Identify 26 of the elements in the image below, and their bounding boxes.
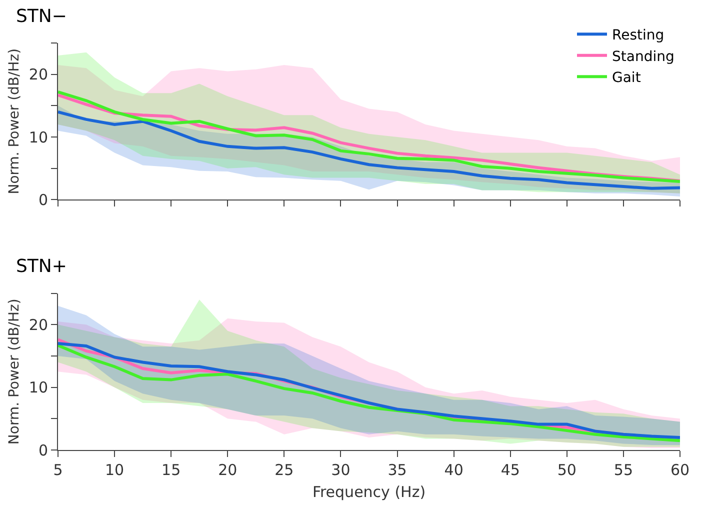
x-tick-label: 45 xyxy=(500,461,520,479)
legend-label: Gait xyxy=(612,70,642,86)
y-tick-label: 10 xyxy=(28,128,48,146)
legend-label: Resting xyxy=(612,28,664,44)
y-tick-label: 20 xyxy=(28,66,48,84)
y-axis-title: Norm. Power (dB/Hz) xyxy=(6,298,23,445)
x-tick-label: 20 xyxy=(218,461,238,479)
y-tick-label: 20 xyxy=(28,316,48,334)
x-tick-label: 55 xyxy=(614,461,633,479)
x-tick-label: 40 xyxy=(444,461,464,479)
x-tick-label: 5 xyxy=(53,461,63,479)
x-axis-title: Frequency (Hz) xyxy=(312,483,426,501)
x-tick-label: 15 xyxy=(162,461,181,479)
x-tick-label: 60 xyxy=(670,461,690,479)
x-tick-label: 50 xyxy=(557,461,576,479)
x-tick-label: 35 xyxy=(388,461,407,479)
x-tick-label: 10 xyxy=(105,461,124,479)
y-axis-title: Norm. Power (dB/Hz) xyxy=(6,48,23,194)
y-tick-label: 0 xyxy=(38,190,48,209)
chart-title: STN+ xyxy=(16,256,67,277)
y-tick-label: 0 xyxy=(38,441,48,460)
y-tick-label: 10 xyxy=(28,378,48,397)
x-tick-label: 30 xyxy=(331,461,350,479)
legend-label: Standing xyxy=(612,48,674,65)
x-tick-label: 25 xyxy=(274,461,294,479)
chart-title: STN− xyxy=(16,6,67,27)
